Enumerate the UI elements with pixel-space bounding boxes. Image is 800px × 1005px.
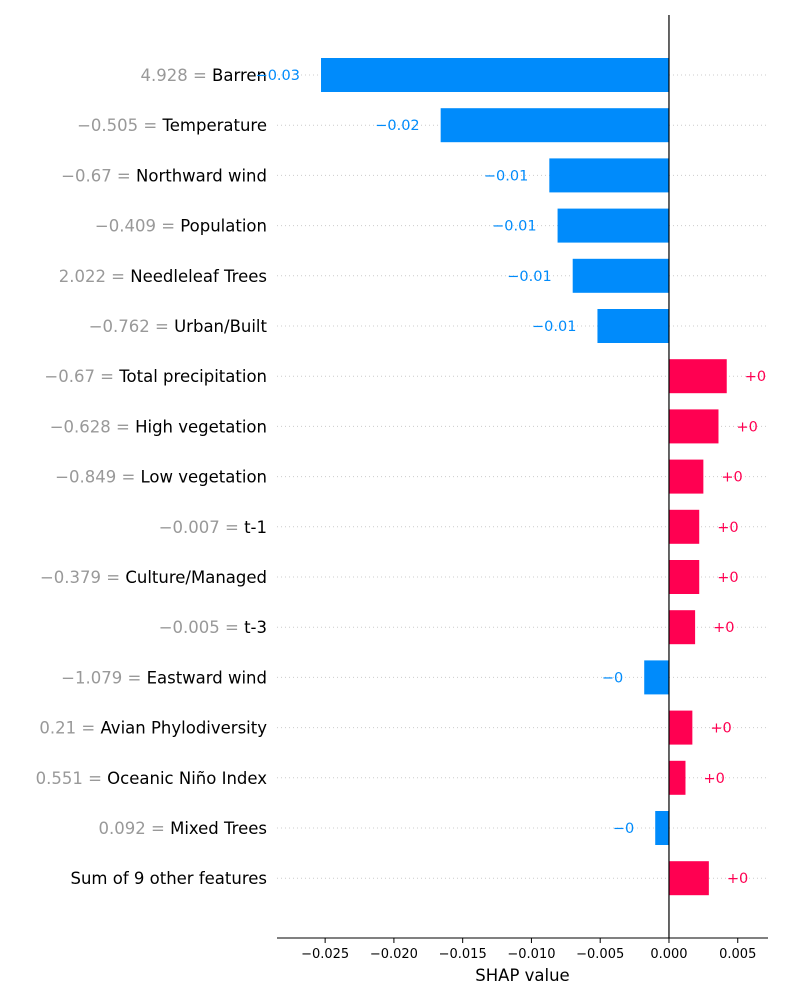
feature-label: −0.379 = Culture/Managed: [40, 568, 267, 587]
feature-name: Low vegetation: [141, 468, 267, 487]
shap-bar: [440, 108, 669, 143]
feature-value: −0.849 =: [55, 468, 140, 487]
x-axis-label: SHAP value: [475, 966, 569, 985]
shap-bar: [668, 459, 704, 494]
shap-bar: [668, 861, 709, 896]
feature-name: Barren: [212, 66, 267, 85]
bar-value-label: +0: [745, 369, 766, 385]
shap-bar: [668, 760, 686, 795]
x-tick-label: −0.010: [507, 947, 555, 962]
feature-value: −0.005 =: [159, 618, 244, 637]
feature-value: −0.007 =: [159, 518, 244, 537]
shap-bar: [668, 359, 727, 394]
feature-value: 4.928 =: [140, 66, 212, 85]
feature-name: High vegetation: [135, 417, 267, 436]
bar-value-label: −0.01: [492, 219, 536, 235]
feature-label: −0.007 = t-1: [159, 518, 267, 537]
shap-bar: [668, 509, 700, 544]
feature-name: t-1: [244, 518, 267, 537]
shap-bar: [668, 560, 700, 594]
feature-value: −0.628 =: [50, 417, 135, 436]
feature-label: −0.67 = Total precipitation: [44, 367, 267, 386]
shap-bar: [655, 811, 669, 845]
bar-value-label: −0: [602, 670, 623, 686]
shap-bar: [644, 660, 669, 695]
bar-value-label: −0.01: [484, 168, 528, 184]
feature-value: 0.21 =: [39, 719, 100, 738]
feature-value: 2.022 =: [59, 267, 131, 286]
feature-name: Oceanic Niño Index: [107, 769, 267, 788]
x-axis: −0.025 −0.020 −0.015 −0.010 −0.005 0.000 0.005: [277, 937, 768, 962]
feature-label: 4.928 = Barren: [140, 66, 267, 85]
feature-value: −0.67 =: [44, 367, 119, 386]
x-tick-label: 0.000: [650, 947, 687, 962]
feature-name: Eastward wind: [147, 668, 267, 687]
feature-name: Population: [180, 217, 267, 236]
label-layer: 4.928 = Barren−0.03−0.505 = Temperature −…: [36, 66, 767, 888]
bar-value-label: −0.01: [532, 319, 576, 335]
x-tick-label: −0.025: [301, 947, 349, 962]
bar-value-label: +0: [717, 570, 738, 586]
x-tick-label: 0.005: [719, 947, 756, 962]
feature-value: −1.079 =: [61, 668, 146, 687]
feature-value: −0.409 =: [95, 217, 180, 236]
feature-value: −0.67 =: [61, 166, 136, 185]
feature-label: 0.551 = Oceanic Niño Index: [36, 769, 268, 788]
feature-label: −0.505 = Temperature: [77, 116, 267, 135]
feature-name: Northward wind: [136, 166, 267, 185]
shap-bar: [549, 158, 669, 193]
feature-label: 2.022 = Needleleaf Trees: [59, 267, 267, 286]
bar-value-label: +0: [710, 721, 731, 737]
feature-value: 0.092 =: [99, 819, 171, 838]
feature-label: −0.005 = t-3: [159, 618, 267, 637]
shap-bar: [557, 208, 669, 243]
feature-value: −0.379 =: [40, 568, 125, 587]
feature-label: −0.628 = High vegetation: [50, 417, 267, 436]
bar-value-label: +0: [721, 470, 742, 486]
shap-bar: [597, 309, 669, 343]
feature-name: Avian Phylodiversity: [100, 719, 267, 738]
feature-name: Total precipitation: [118, 367, 267, 386]
feature-name: t-3: [244, 618, 267, 637]
feature-label: −0.849 = Low vegetation: [55, 468, 267, 487]
bar-value-label: −0.01: [507, 269, 551, 285]
feature-name: Sum of 9 other features: [70, 869, 267, 888]
x-tick-label: −0.015: [439, 947, 487, 962]
x-tick-label: −0.005: [576, 947, 624, 962]
feature-label: 0.21 = Avian Phylodiversity: [39, 719, 267, 738]
bar-value-label: −0: [613, 821, 634, 837]
feature-value: −0.762 =: [89, 317, 174, 336]
bar-value-label: −0.03: [256, 68, 300, 84]
feature-name: Culture/Managed: [125, 568, 267, 587]
feature-label: Sum of 9 other features: [70, 869, 267, 888]
shap-bar: [668, 710, 693, 745]
shap-bar: [668, 409, 719, 444]
bar-value-label: +0: [703, 771, 724, 787]
feature-name: Urban/Built: [174, 317, 267, 336]
shap-bar: [321, 58, 669, 92]
feature-label: −0.67 = Northward wind: [61, 166, 267, 185]
shap-bar: [572, 258, 669, 293]
feature-label: −0.409 = Population: [95, 217, 267, 236]
bar-value-label: +0: [713, 620, 734, 636]
bar-value-label: −0.02: [375, 118, 419, 134]
bar-value-label: +0: [727, 871, 748, 887]
bar-value-label: +0: [717, 520, 738, 536]
bar-layer: [321, 58, 727, 896]
feature-label: −1.079 = Eastward wind: [61, 668, 267, 687]
feature-label: 0.092 = Mixed Trees: [99, 819, 267, 838]
feature-value: 0.551 =: [36, 769, 108, 788]
bar-value-label: +0: [736, 419, 757, 435]
feature-label: −0.762 = Urban/Built: [89, 317, 268, 336]
feature-name: Mixed Trees: [170, 819, 267, 838]
feature-name: Needleleaf Trees: [130, 267, 267, 286]
shap-bar: [668, 610, 696, 645]
x-tick-label: −0.020: [370, 947, 418, 962]
feature-value: −0.505 =: [77, 116, 162, 135]
feature-name: Temperature: [161, 116, 267, 135]
